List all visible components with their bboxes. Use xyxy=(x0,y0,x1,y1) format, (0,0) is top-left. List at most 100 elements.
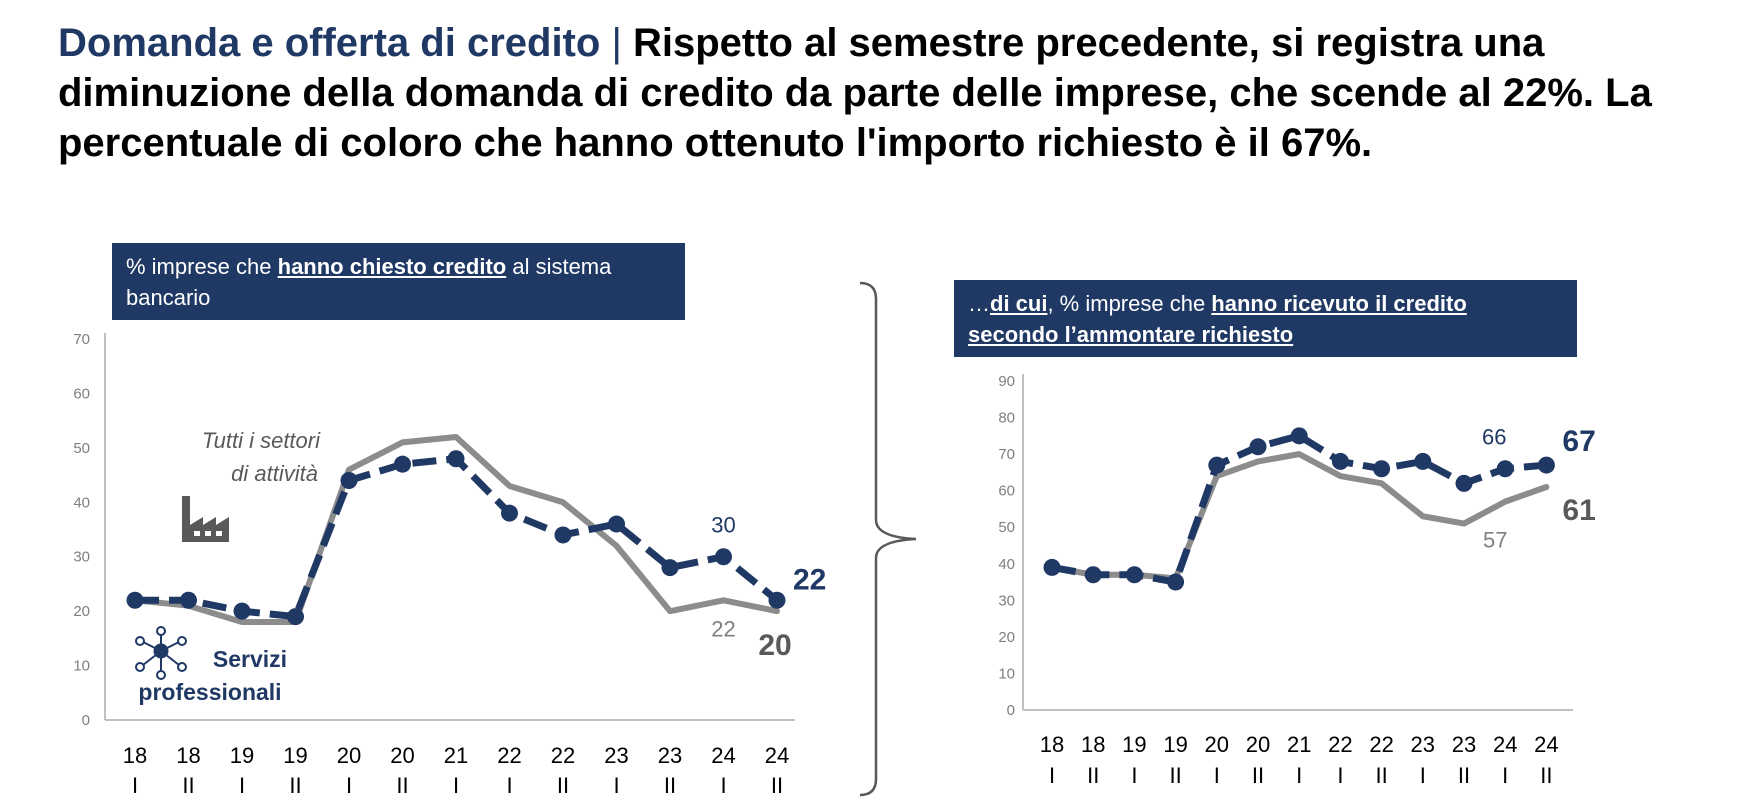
x-tick-semester: I xyxy=(1049,763,1055,788)
series-point-professional-services xyxy=(501,504,518,522)
series-point-professional-services xyxy=(1414,452,1432,470)
x-tick-semester: I xyxy=(239,773,245,798)
series-point-professional-services xyxy=(1084,566,1102,584)
data-label: 22 xyxy=(711,616,735,641)
right-label-emph-2: hanno ricevuto il credito secondo l’ammo… xyxy=(968,291,1467,347)
data-label: 22 xyxy=(793,563,826,596)
x-tick-semester: II xyxy=(1252,763,1264,788)
series-point-professional-services xyxy=(1125,566,1143,584)
right-line-chart: 010203040506070809018I18II19I19II20I20II… xyxy=(998,373,1595,788)
x-tick-semester: II xyxy=(182,773,194,798)
data-label: 61 xyxy=(1562,494,1595,527)
note-all-line-2: di attività xyxy=(231,461,318,486)
x-tick-semester: II xyxy=(664,773,676,798)
x-tick-year: 22 xyxy=(497,743,521,768)
x-tick-year: 24 xyxy=(1493,732,1517,757)
series-point-professional-services xyxy=(1167,573,1185,591)
series-point-professional-services xyxy=(1537,456,1555,474)
y-tick-label: 40 xyxy=(998,556,1015,573)
series-point-professional-services xyxy=(1455,474,1473,492)
series-point-professional-services xyxy=(768,591,786,609)
series-point-professional-services xyxy=(1249,438,1267,456)
x-tick-semester: II xyxy=(557,773,569,798)
page-headline: Domanda e offerta di credito | Rispetto … xyxy=(58,18,1738,168)
x-tick-year: 23 xyxy=(604,743,628,768)
x-tick-year: 19 xyxy=(1122,732,1146,757)
note-prof-line-1: Servizi xyxy=(213,646,287,672)
left-chart-label: % imprese che hanno chiesto credito al s… xyxy=(112,243,685,320)
curly-brace-icon xyxy=(859,281,917,797)
x-tick-semester: I xyxy=(132,773,138,798)
data-label: 66 xyxy=(1482,425,1506,450)
x-tick-year: 19 xyxy=(283,743,307,768)
x-tick-semester: II xyxy=(1087,763,1099,788)
x-tick-year: 24 xyxy=(711,743,735,768)
x-tick-year: 18 xyxy=(123,743,147,768)
x-tick-semester: II xyxy=(396,773,408,798)
x-tick-year: 22 xyxy=(551,743,575,768)
series-point-professional-services xyxy=(233,602,251,620)
y-tick-label: 80 xyxy=(998,410,1015,427)
series-point-professional-services xyxy=(180,591,197,609)
x-tick-year: 20 xyxy=(390,743,414,768)
series-point-professional-services xyxy=(608,515,625,533)
factory-icon xyxy=(182,496,229,542)
x-tick-semester: I xyxy=(1296,763,1302,788)
x-tick-year: 20 xyxy=(337,743,361,768)
x-tick-semester: I xyxy=(613,773,619,798)
x-tick-year: 19 xyxy=(230,743,254,768)
series-point-professional-services xyxy=(340,472,358,490)
series-point-professional-services xyxy=(1496,460,1514,478)
x-tick-semester: II xyxy=(1169,763,1181,788)
data-label: 30 xyxy=(711,513,735,538)
x-tick-semester: I xyxy=(720,773,726,798)
x-tick-semester: I xyxy=(453,773,459,798)
x-tick-year: 18 xyxy=(176,743,200,768)
series-point-professional-services xyxy=(1043,558,1061,576)
headline-topic: Domanda e offerta di credito xyxy=(58,21,601,65)
x-tick-year: 21 xyxy=(1287,732,1311,757)
x-tick-semester: I xyxy=(346,773,352,798)
y-tick-label: 0 xyxy=(1007,702,1015,719)
x-tick-semester: II xyxy=(1458,763,1470,788)
x-tick-semester: I xyxy=(1337,763,1343,788)
y-tick-label: 20 xyxy=(73,603,90,620)
series-point-professional-services xyxy=(715,548,732,566)
y-tick-label: 70 xyxy=(998,446,1015,463)
x-tick-semester: II xyxy=(289,773,301,798)
x-tick-year: 23 xyxy=(658,743,682,768)
network-people-icon xyxy=(135,626,187,680)
series-point-professional-services xyxy=(447,450,465,468)
x-tick-semester: I xyxy=(506,773,512,798)
series-line-all-sectors xyxy=(1049,451,1550,582)
left-label-post: al sistema bancario xyxy=(126,254,612,310)
x-tick-year: 24 xyxy=(765,743,789,768)
x-tick-year: 21 xyxy=(444,743,468,768)
x-tick-year: 18 xyxy=(1081,732,1105,757)
left-label-emph: hanno chiesto credito xyxy=(277,254,507,279)
x-tick-year: 20 xyxy=(1205,732,1229,757)
x-tick-semester: II xyxy=(1540,763,1552,788)
series-point-professional-services xyxy=(1208,456,1226,474)
y-tick-label: 0 xyxy=(82,712,90,729)
x-tick-year: 22 xyxy=(1369,732,1393,757)
series-point-professional-services xyxy=(1290,427,1308,445)
note-all-line-1: Tutti i settori xyxy=(202,428,321,453)
y-tick-label: 90 xyxy=(998,373,1015,390)
series-point-professional-services xyxy=(1331,452,1349,470)
series-point-professional-services xyxy=(661,559,679,577)
series-point-professional-services xyxy=(287,608,304,626)
data-label: 67 xyxy=(1562,425,1595,458)
x-tick-year: 23 xyxy=(1411,732,1435,757)
x-tick-semester: II xyxy=(1375,763,1387,788)
data-label: 57 xyxy=(1483,528,1507,553)
left-line-chart: 01020304050607018I18II19I19II20I20II21I2… xyxy=(73,331,826,798)
x-tick-year: 22 xyxy=(1328,732,1352,757)
x-tick-semester: I xyxy=(1502,763,1508,788)
series-point-professional-services xyxy=(1373,460,1391,478)
y-tick-label: 30 xyxy=(998,592,1015,609)
series-line-all-sectors xyxy=(132,433,780,626)
series-line-professional-services xyxy=(1051,432,1547,586)
x-tick-semester: I xyxy=(1420,763,1426,788)
